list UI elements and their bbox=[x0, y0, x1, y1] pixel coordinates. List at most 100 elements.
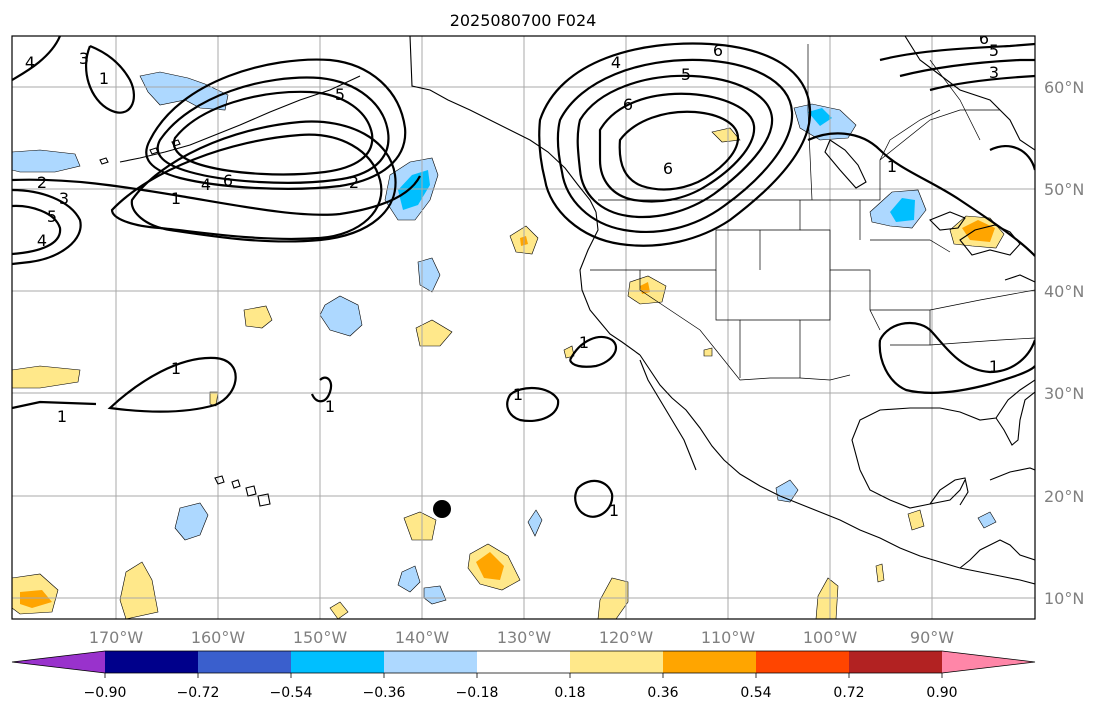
contour-label: 1 bbox=[887, 157, 897, 176]
lat-label: 40°N bbox=[1044, 282, 1084, 301]
contour-line bbox=[878, 339, 1035, 394]
colorbar-segment bbox=[291, 651, 385, 673]
contour-label: 1 bbox=[609, 501, 619, 520]
political-borders bbox=[590, 44, 1035, 381]
contour-line bbox=[172, 90, 374, 176]
contour-line bbox=[107, 356, 237, 413]
contour-label: 6 bbox=[713, 41, 723, 60]
contour-line bbox=[156, 76, 390, 184]
contour-line bbox=[538, 42, 812, 247]
contour-line bbox=[12, 175, 421, 216]
colorbar-tick-label: 0.18 bbox=[554, 685, 585, 701]
colorbar-tick-label: 0.36 bbox=[647, 685, 678, 701]
contour-line bbox=[556, 58, 794, 233]
colorbar-tick-label: −0.54 bbox=[270, 685, 313, 701]
lon-label: 130°W bbox=[497, 628, 552, 647]
lat-label: 30°N bbox=[1044, 384, 1084, 403]
colorbar-extend-high bbox=[942, 651, 1035, 673]
contour-line bbox=[12, 400, 97, 410]
contour-labels: 1 2 4 6 5 3 1 4 2 3 5 4 1 1 1 1 1 1 4 5 … bbox=[25, 36, 999, 520]
contour-line bbox=[12, 36, 62, 81]
anomaly-patch-positive bbox=[243, 305, 273, 329]
contour-line bbox=[85, 44, 135, 114]
lat-label: 10°N bbox=[1044, 589, 1084, 608]
colorbar-tick-label: −0.90 bbox=[84, 685, 127, 701]
lon-label: 90°W bbox=[910, 628, 954, 647]
colorbar-segment bbox=[477, 651, 571, 673]
contour-label: 1 bbox=[989, 357, 999, 376]
colorbar-segment bbox=[663, 651, 757, 673]
anomaly-patch-negative bbox=[423, 585, 447, 605]
colorbar-tick-label: 0.90 bbox=[926, 685, 957, 701]
colorbar-segment bbox=[198, 651, 292, 673]
contours bbox=[12, 36, 1035, 518]
anomaly-core-positive bbox=[962, 220, 995, 242]
lon-label: 160°W bbox=[191, 628, 246, 647]
lat-label: 20°N bbox=[1044, 487, 1084, 506]
lat-label: 50°N bbox=[1044, 180, 1084, 199]
anomaly-patch-negative bbox=[977, 511, 997, 529]
contour-label: 6 bbox=[663, 159, 673, 178]
colorbar-tick-label: −0.36 bbox=[363, 685, 406, 701]
lon-label: 150°W bbox=[293, 628, 348, 647]
contour-label: 2 bbox=[37, 173, 47, 192]
colorbar-segment bbox=[849, 651, 943, 673]
contour-label: 5 bbox=[989, 41, 999, 60]
contour-label: 3 bbox=[989, 63, 999, 82]
anomaly-patch-negative bbox=[527, 509, 543, 537]
longitude-labels: 170°W 160°W 150°W 140°W 130°W 120°W 110°… bbox=[89, 628, 954, 647]
anomaly-patch-negative bbox=[397, 565, 421, 593]
anomaly-patch-positive bbox=[415, 319, 453, 347]
contour-line bbox=[12, 188, 82, 266]
colorbar-tick-label: −0.18 bbox=[456, 685, 499, 701]
colorbar-tick-label: −0.72 bbox=[177, 685, 220, 701]
map-frame bbox=[11, 35, 1036, 620]
lon-label: 110°W bbox=[701, 628, 756, 647]
contour-label: 1 bbox=[513, 385, 523, 404]
colorbar-segment bbox=[105, 651, 199, 673]
colorbar-tick-label: 0.72 bbox=[833, 685, 864, 701]
lon-label: 100°W bbox=[803, 628, 858, 647]
contour-line bbox=[899, 58, 1035, 78]
colorbar: −0.90 −0.72 −0.54 −0.36 −0.18 0.18 0.36 0.54 0.7… bbox=[11, 650, 1036, 701]
contour-label: 1 bbox=[171, 189, 181, 208]
contour-label: 1 bbox=[325, 397, 335, 416]
colorbar-segment bbox=[384, 651, 478, 673]
contour-line bbox=[807, 132, 1035, 257]
colorbar-extend-low bbox=[12, 651, 105, 673]
contour-line bbox=[506, 387, 560, 423]
lon-label: 120°W bbox=[599, 628, 654, 647]
lon-label: 170°W bbox=[89, 628, 144, 647]
colorbar-segment bbox=[570, 651, 664, 673]
contour-label: 1 bbox=[57, 407, 67, 426]
anomaly-patch-negative bbox=[12, 149, 81, 173]
contour-line bbox=[598, 92, 756, 203]
anomaly-patch-positive bbox=[119, 561, 159, 619]
location-marker-dot bbox=[433, 500, 451, 518]
contour-line bbox=[12, 204, 62, 256]
contour-label: 6 bbox=[623, 95, 633, 114]
contour-label: 4 bbox=[201, 175, 211, 194]
contour-line bbox=[145, 58, 407, 190]
map-title: 2025080700 F024 bbox=[450, 11, 597, 30]
anomaly-core-negative bbox=[890, 198, 915, 222]
contour-label: 3 bbox=[59, 189, 69, 208]
contour-label: 4 bbox=[37, 231, 47, 250]
lon-label: 140°W bbox=[395, 628, 450, 647]
latitude-labels: 60°N 50°N 40°N 30°N 20°N 10°N bbox=[1044, 78, 1084, 608]
anomaly-patch-positive bbox=[703, 347, 713, 357]
anomaly-patch-positive bbox=[403, 511, 437, 541]
contour-label: 2 bbox=[349, 173, 359, 192]
anomaly-core-positive bbox=[476, 552, 504, 580]
contour-line bbox=[929, 74, 1035, 92]
contour-label: 5 bbox=[335, 85, 345, 104]
lat-label: 60°N bbox=[1044, 78, 1084, 97]
contour-label: 1 bbox=[99, 69, 109, 88]
anomaly-patch-negative bbox=[174, 502, 209, 541]
anomaly-core-positive bbox=[20, 590, 52, 608]
contour-line bbox=[574, 479, 614, 518]
anomaly-patch-positive bbox=[329, 601, 349, 619]
colorbar-segment bbox=[756, 651, 850, 673]
anomaly-patch-positive bbox=[875, 563, 885, 583]
